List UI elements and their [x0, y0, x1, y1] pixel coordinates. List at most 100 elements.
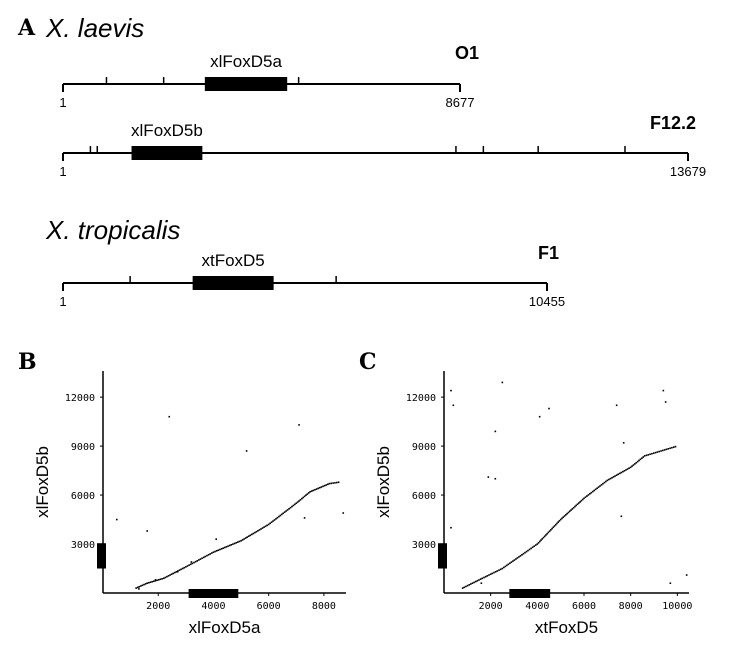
dot-match [273, 519, 276, 521]
x-tick-label: 4000 [525, 601, 549, 612]
dot-match [665, 448, 668, 451]
dotplot-c-y-gene-bar [438, 543, 447, 569]
map-o1-clone-label: O1 [455, 43, 479, 63]
dot-match [513, 559, 516, 561]
dot-match [334, 482, 336, 484]
dot-match [483, 576, 485, 579]
dot-match [211, 552, 213, 554]
dot-match [494, 477, 497, 480]
y-tick-label: 9000 [71, 442, 95, 453]
dot-match [612, 476, 615, 478]
map-f1-gene-box [192, 276, 274, 290]
dot-match [632, 464, 635, 466]
dot-match [166, 575, 168, 578]
dot-match [209, 553, 212, 555]
dot-match [622, 442, 625, 444]
dot-match [634, 463, 636, 465]
x-tick-label: 6000 [572, 601, 596, 612]
dot-match [596, 487, 598, 490]
x-tick-label: 8000 [619, 601, 643, 612]
map-o1-start-label: 1 [59, 95, 66, 110]
dot-match [494, 570, 497, 573]
dot-match [617, 473, 620, 476]
dot-match [164, 576, 167, 579]
dot-match [154, 579, 157, 581]
dot-match [674, 445, 677, 448]
dot-match [623, 469, 626, 472]
dot-match [264, 525, 267, 528]
dot-match [521, 553, 523, 556]
dot-match [177, 570, 179, 572]
dot-match [183, 566, 186, 569]
map-f12-2-end-label: 13679 [670, 164, 706, 179]
dot-match [594, 488, 597, 491]
dot-match [156, 579, 158, 582]
dot-match [332, 482, 334, 484]
dot-match [167, 575, 170, 577]
dot-match [645, 454, 648, 457]
dot-match [660, 450, 662, 452]
map-o1-site-ticks [105, 77, 300, 84]
x-tick-label: 8000 [312, 601, 336, 612]
dot-match [243, 538, 245, 540]
dot-match [635, 461, 638, 464]
dot-match [198, 559, 200, 561]
x-tick-label: 10000 [662, 601, 692, 612]
dot-match [201, 557, 203, 560]
dot-match [309, 490, 311, 493]
dot-match [185, 566, 187, 568]
dot-match [136, 586, 139, 589]
dot-match [289, 506, 292, 509]
dot-match [620, 471, 623, 474]
map-f1-start-label: 1 [59, 294, 66, 309]
dot-match [466, 584, 469, 587]
dot-match [498, 569, 500, 571]
y-tick-label: 9000 [412, 442, 436, 453]
dot-match [669, 582, 672, 585]
dot-match [501, 381, 504, 384]
map-o1-gene-box [204, 77, 288, 91]
dot-match [481, 577, 484, 580]
dot-match [583, 497, 585, 500]
dot-match [144, 583, 147, 585]
dot-match [227, 545, 229, 547]
dot-match [291, 505, 293, 508]
dot-match [470, 583, 472, 585]
dot-match [188, 564, 190, 566]
dotplot-c: C 2000 4000 6000 8000 10000 3000 6000 9000 1200… [359, 349, 692, 637]
dot-match [605, 480, 607, 483]
dot-match [267, 523, 270, 526]
dot-match [269, 522, 271, 525]
y-tick-label: 3000 [412, 540, 436, 551]
dot-match [465, 585, 467, 588]
dot-match [527, 549, 529, 552]
dot-match [578, 502, 580, 504]
dot-match [220, 548, 223, 550]
dotplot-c-y-ticks: 3000 6000 9000 12000 [406, 393, 444, 551]
dot-match [240, 539, 242, 542]
dot-match [232, 543, 234, 545]
map-f1-site-ticks [129, 276, 337, 283]
dot-match [672, 446, 675, 448]
dot-match [552, 526, 555, 529]
dot-match [169, 574, 171, 576]
dot-match [522, 552, 525, 555]
dot-match [246, 536, 249, 538]
dot-match [237, 541, 239, 543]
map-f12-2-site-ticks [89, 146, 626, 153]
dot-match [306, 493, 309, 495]
dot-match [327, 483, 329, 486]
dot-match [159, 578, 162, 581]
dot-match [162, 577, 165, 580]
dot-match [570, 509, 572, 511]
dot-match [572, 506, 575, 509]
dot-match [581, 498, 584, 501]
dot-match [307, 492, 310, 494]
dot-match [652, 452, 655, 454]
dot-match [496, 570, 499, 572]
dot-match [452, 404, 455, 407]
dot-match [541, 538, 544, 540]
dot-match [303, 517, 306, 519]
dot-match [554, 523, 557, 526]
dot-match [193, 561, 195, 564]
